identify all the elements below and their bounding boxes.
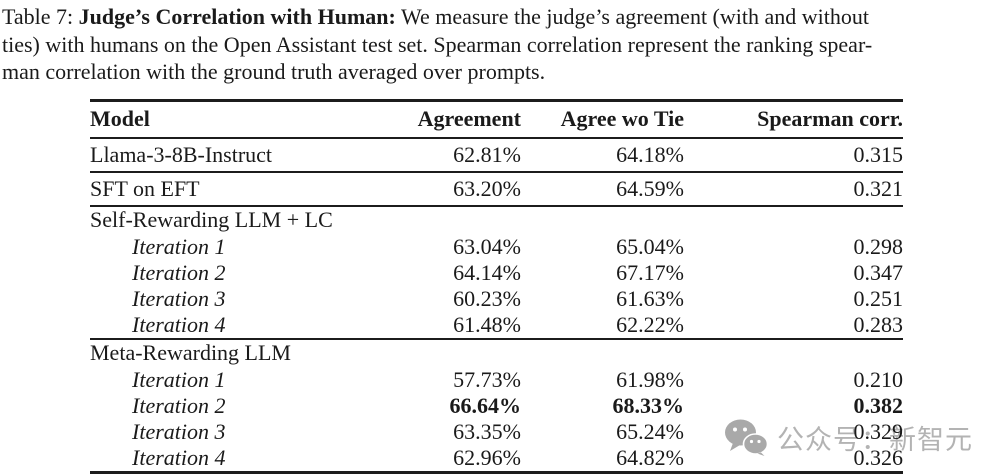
model-cell: Llama-3-8B-Instruct bbox=[90, 141, 273, 167]
column-header-spearman: Spearman corr. bbox=[757, 106, 903, 132]
model-cell: Iteration 3 bbox=[132, 418, 226, 444]
table-row: Iteration 2 64.14% 67.17% 0.347 bbox=[90, 260, 903, 286]
model-cell: Iteration 1 bbox=[132, 366, 226, 392]
model-cell: Iteration 4 bbox=[132, 444, 226, 470]
model-cell: Iteration 1 bbox=[132, 233, 226, 259]
watermark-text: 公众号：新智元 bbox=[777, 424, 973, 455]
section-sft: SFT on EFT 63.20% 64.59% 0.321 bbox=[90, 171, 903, 206]
table-caption: Table 7: Judge’s Correlation with Human:… bbox=[2, 3, 1000, 86]
table-row: Iteration 4 61.48% 62.22% 0.283 bbox=[90, 312, 903, 339]
group-header-row: Self-Rewarding LLM + LC bbox=[90, 206, 903, 234]
table-row: Iteration 1 63.04% 65.04% 0.298 bbox=[90, 234, 903, 260]
table-row: Llama-3-8B-Instruct 62.81% 64.18% 0.315 bbox=[90, 138, 903, 172]
spearman-cell: 0.382 bbox=[853, 392, 904, 418]
spearman-cell: 0.283 bbox=[853, 311, 904, 337]
agree-wo-tie-cell: 65.04% bbox=[616, 233, 684, 259]
agreement-cell: 61.48% bbox=[453, 311, 521, 337]
header-row: Model Agreement Agree wo Tie Spearman co… bbox=[90, 101, 903, 138]
agreement-cell: 63.35% bbox=[453, 418, 521, 444]
agree-wo-tie-cell: 64.82% bbox=[616, 444, 684, 470]
agreement-cell: 57.73% bbox=[453, 366, 521, 392]
spearman-cell: 0.298 bbox=[853, 233, 904, 259]
agree-wo-tie-cell: 61.63% bbox=[616, 285, 684, 311]
caption-line-1: Table 7: Judge’s Correlation with Human:… bbox=[2, 3, 1000, 31]
section-self-rewarding: Self-Rewarding LLM + LC Iteration 1 63.0… bbox=[90, 205, 903, 339]
agreement-cell: 66.64% bbox=[449, 392, 522, 418]
column-header-agreement: Agreement bbox=[417, 106, 521, 132]
spearman-cell: 0.251 bbox=[853, 285, 904, 311]
table-row: Iteration 4 62.96% 64.82% 0.326 bbox=[90, 445, 903, 473]
table-row: SFT on EFT 63.20% 64.59% 0.321 bbox=[90, 172, 903, 206]
agree-wo-tie-cell: 64.18% bbox=[616, 141, 684, 167]
model-cell: SFT on EFT bbox=[90, 175, 200, 201]
agree-wo-tie-cell: 64.59% bbox=[616, 175, 684, 201]
watermark: 公众号：新智元 bbox=[724, 417, 973, 457]
table-row: Iteration 1 57.73% 61.98% 0.210 bbox=[90, 367, 903, 393]
spearman-cell: 0.321 bbox=[853, 175, 904, 201]
agreement-cell: 63.04% bbox=[453, 233, 521, 259]
section-llama: Llama-3-8B-Instruct 62.81% 64.18% 0.315 bbox=[90, 137, 903, 172]
agree-wo-tie-cell: 61.98% bbox=[616, 366, 684, 392]
spearman-cell: 0.326 bbox=[853, 444, 904, 470]
wechat-icon bbox=[725, 419, 768, 456]
caption-line-1-rest: We measure the judge’s agreement (with a… bbox=[400, 4, 869, 29]
agree-wo-tie-cell: 68.33% bbox=[612, 392, 685, 418]
caption-table-label: Table 7: bbox=[2, 4, 74, 29]
group-header-label: Self-Rewarding LLM + LC bbox=[90, 207, 333, 232]
agreement-cell: 64.14% bbox=[453, 259, 521, 285]
agreement-cell: 62.81% bbox=[453, 141, 521, 167]
model-cell: Iteration 2 bbox=[132, 259, 226, 285]
table-row: Iteration 3 60.23% 61.63% 0.251 bbox=[90, 286, 903, 312]
caption-title-bold: Judge’s Correlation with Human: bbox=[78, 4, 396, 29]
spearman-cell: 0.315 bbox=[853, 141, 904, 167]
model-cell: Iteration 4 bbox=[132, 311, 226, 337]
spearman-cell: 0.347 bbox=[853, 259, 904, 285]
agree-wo-tie-cell: 62.22% bbox=[616, 311, 684, 337]
spearman-cell: 0.210 bbox=[853, 366, 904, 392]
results-table: Model Agreement Agree wo Tie Spearman co… bbox=[90, 99, 903, 474]
column-header-model: Model bbox=[90, 106, 150, 132]
agree-wo-tie-cell: 67.17% bbox=[616, 259, 684, 285]
model-cell: Iteration 2 bbox=[132, 392, 226, 418]
agreement-cell: 63.20% bbox=[453, 175, 521, 201]
group-header-label: Meta-Rewarding LLM bbox=[90, 340, 291, 365]
caption-line-2: ties) with humans on the Open Assistant … bbox=[2, 31, 873, 57]
table-row: Iteration 3 63.35% 65.24% 0.329 bbox=[90, 419, 903, 445]
model-cell: Iteration 3 bbox=[132, 285, 226, 311]
agree-wo-tie-cell: 65.24% bbox=[616, 418, 684, 444]
group-header-row: Meta-Rewarding LLM bbox=[90, 339, 903, 367]
table-row-best: Iteration 2 66.64% 68.33% 0.382 bbox=[90, 393, 903, 419]
section-meta-rewarding: Meta-Rewarding LLM Iteration 1 57.73% 61… bbox=[90, 338, 903, 473]
agreement-cell: 60.23% bbox=[453, 285, 521, 311]
caption-line-3: man correlation with the ground truth av… bbox=[2, 59, 546, 84]
spearman-cell: 0.329 bbox=[853, 418, 904, 444]
column-header-agree-wo-tie: Agree wo Tie bbox=[560, 106, 684, 132]
agreement-cell: 62.96% bbox=[453, 444, 521, 470]
